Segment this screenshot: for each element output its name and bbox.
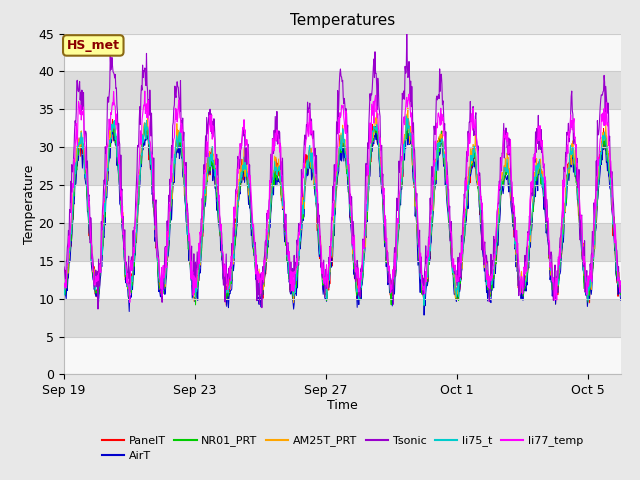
li75_t <box>117 198 125 204</box>
Title: Temperatures: Temperatures <box>290 13 395 28</box>
PanelT <box>60 298 68 304</box>
li77_temp <box>506 144 513 150</box>
li77_temp <box>117 193 125 199</box>
PanelT <box>286 287 294 293</box>
Line: AirT: AirT <box>64 122 621 315</box>
AM25T_PRT <box>290 300 298 305</box>
AirT <box>373 120 381 125</box>
li75_t <box>617 278 625 284</box>
li77_temp <box>126 300 134 305</box>
NR01_PRT <box>506 180 513 186</box>
Tsonic <box>506 152 513 158</box>
Legend: PanelT, AirT, NR01_PRT, AM25T_PRT, Tsonic, li75_t, li77_temp: PanelT, AirT, NR01_PRT, AM25T_PRT, Tsoni… <box>97 431 588 466</box>
li75_t <box>285 272 293 278</box>
NR01_PRT <box>60 290 68 296</box>
li77_temp <box>307 132 314 137</box>
PanelT <box>506 182 513 188</box>
Line: PanelT: PanelT <box>64 118 621 305</box>
PanelT <box>306 156 314 162</box>
PanelT <box>222 302 230 308</box>
li77_temp <box>617 282 625 288</box>
Bar <box>64 72 621 109</box>
PanelT <box>444 184 451 190</box>
Tsonic <box>306 100 314 106</box>
NR01_PRT <box>617 292 625 298</box>
PanelT <box>117 190 125 195</box>
Line: Tsonic: Tsonic <box>64 32 621 309</box>
Tsonic <box>495 178 503 184</box>
NR01_PRT <box>420 302 428 308</box>
Line: NR01_PRT: NR01_PRT <box>64 125 621 305</box>
AM25T_PRT <box>506 166 513 171</box>
li75_t <box>60 282 68 288</box>
li75_t <box>444 191 451 196</box>
Tsonic <box>617 288 625 294</box>
li77_temp <box>495 186 503 192</box>
AM25T_PRT <box>495 211 503 216</box>
AM25T_PRT <box>60 288 68 294</box>
AirT <box>617 298 625 303</box>
NR01_PRT <box>305 156 313 161</box>
NR01_PRT <box>444 198 451 204</box>
NR01_PRT <box>495 219 503 225</box>
Bar <box>64 299 621 336</box>
li75_t <box>403 113 410 119</box>
AirT <box>444 206 451 212</box>
Y-axis label: Temperature: Temperature <box>22 164 36 244</box>
AirT <box>420 312 428 318</box>
NR01_PRT <box>285 276 293 282</box>
AM25T_PRT <box>306 150 314 156</box>
li75_t <box>420 302 428 308</box>
li75_t <box>305 144 313 150</box>
AirT <box>285 279 293 285</box>
Tsonic <box>286 278 294 284</box>
AM25T_PRT <box>117 202 125 208</box>
li75_t <box>495 210 503 216</box>
li77_temp <box>60 286 68 291</box>
AirT <box>495 221 503 227</box>
Tsonic <box>118 189 125 195</box>
AirT <box>117 201 125 207</box>
X-axis label: Time: Time <box>327 398 358 411</box>
Tsonic <box>60 264 68 270</box>
Bar <box>64 223 621 261</box>
li77_temp <box>444 172 451 178</box>
PanelT <box>495 217 503 223</box>
AirT <box>305 165 313 171</box>
AM25T_PRT <box>444 197 451 203</box>
li75_t <box>506 180 513 186</box>
AM25T_PRT <box>285 264 293 270</box>
Tsonic <box>94 306 102 312</box>
PanelT <box>617 284 625 289</box>
PanelT <box>403 115 410 120</box>
Tsonic <box>444 169 451 175</box>
AM25T_PRT <box>404 105 412 111</box>
Line: AM25T_PRT: AM25T_PRT <box>64 108 621 302</box>
li77_temp <box>141 88 148 94</box>
Bar <box>64 147 621 185</box>
AirT <box>506 180 513 186</box>
NR01_PRT <box>373 122 381 128</box>
Line: li75_t: li75_t <box>64 116 621 305</box>
Line: li77_temp: li77_temp <box>64 91 621 302</box>
Tsonic <box>403 29 411 35</box>
Text: HS_met: HS_met <box>67 39 120 52</box>
li77_temp <box>287 281 294 287</box>
AM25T_PRT <box>617 280 625 286</box>
AirT <box>60 298 68 303</box>
NR01_PRT <box>117 201 125 207</box>
